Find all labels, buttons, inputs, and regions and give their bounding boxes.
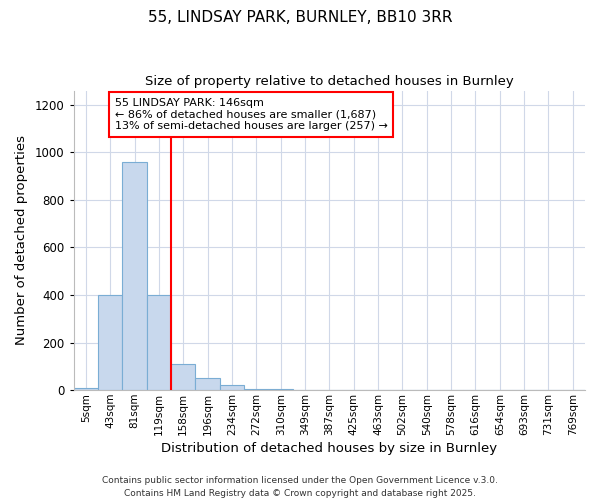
Bar bbox=[171, 364, 196, 390]
Bar bbox=[147, 295, 171, 390]
Text: Contains public sector information licensed under the Open Government Licence v.: Contains public sector information licen… bbox=[102, 476, 498, 485]
Bar bbox=[74, 388, 98, 390]
Y-axis label: Number of detached properties: Number of detached properties bbox=[15, 136, 28, 346]
Bar bbox=[122, 162, 147, 390]
X-axis label: Distribution of detached houses by size in Burnley: Distribution of detached houses by size … bbox=[161, 442, 497, 455]
Text: 55 LINDSAY PARK: 146sqm
← 86% of detached houses are smaller (1,687)
13% of semi: 55 LINDSAY PARK: 146sqm ← 86% of detache… bbox=[115, 98, 388, 131]
Title: Size of property relative to detached houses in Burnley: Size of property relative to detached ho… bbox=[145, 75, 514, 88]
Bar bbox=[196, 378, 220, 390]
Bar bbox=[220, 386, 244, 390]
Bar bbox=[244, 389, 268, 390]
Bar bbox=[98, 295, 122, 390]
Text: 55, LINDSAY PARK, BURNLEY, BB10 3RR: 55, LINDSAY PARK, BURNLEY, BB10 3RR bbox=[148, 10, 452, 25]
Text: Contains HM Land Registry data © Crown copyright and database right 2025.: Contains HM Land Registry data © Crown c… bbox=[124, 488, 476, 498]
